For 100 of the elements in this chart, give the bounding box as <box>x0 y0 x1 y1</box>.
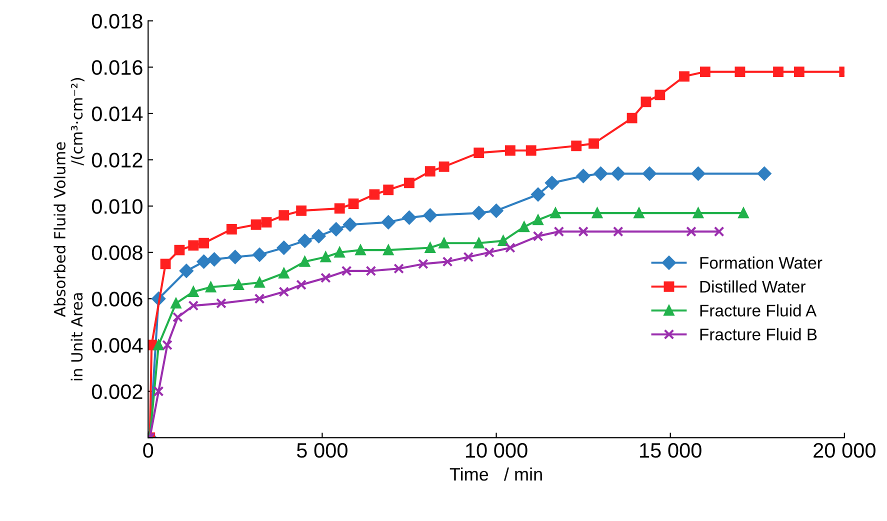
point <box>383 244 394 256</box>
point <box>498 236 508 246</box>
point <box>278 286 290 297</box>
point <box>402 210 416 225</box>
point <box>424 166 436 177</box>
point <box>794 66 804 77</box>
point <box>188 286 199 297</box>
point <box>320 272 331 284</box>
x-tick-label: 15 000 <box>640 443 702 458</box>
point <box>296 206 307 216</box>
legend-label: Formation Water <box>700 256 822 269</box>
point <box>654 90 666 100</box>
point <box>298 234 312 248</box>
point <box>612 226 624 237</box>
point <box>472 206 486 220</box>
point <box>366 266 376 276</box>
point <box>348 198 359 209</box>
point <box>252 248 266 262</box>
point <box>550 208 561 218</box>
point <box>381 215 396 230</box>
point <box>160 258 171 270</box>
point <box>576 169 590 183</box>
point <box>532 230 544 242</box>
x-axis-title: Time / min <box>450 467 542 481</box>
point <box>518 222 530 232</box>
point <box>233 280 244 290</box>
point <box>634 208 644 218</box>
y-tick-label: 0.014 <box>92 106 143 122</box>
point <box>196 254 211 269</box>
point <box>489 204 504 218</box>
point <box>312 229 326 244</box>
point <box>261 217 272 228</box>
point <box>571 140 582 152</box>
point <box>179 264 194 278</box>
y-tick-label: 0.012 <box>92 152 142 168</box>
point <box>578 226 589 237</box>
y-tick-label: 0.006 <box>92 292 142 306</box>
legend-label: Fracture Fluid A <box>700 304 817 317</box>
point <box>442 256 453 267</box>
point <box>394 263 404 274</box>
x-tick-label: 10 000 <box>466 443 528 458</box>
point <box>691 166 706 181</box>
point <box>686 226 696 237</box>
point <box>504 145 516 156</box>
point <box>341 266 352 276</box>
point <box>296 280 307 290</box>
point <box>640 96 652 108</box>
point <box>679 71 690 82</box>
point <box>278 210 290 221</box>
point <box>463 252 474 262</box>
point <box>188 240 199 251</box>
point <box>474 238 484 248</box>
point <box>188 300 199 311</box>
point <box>170 298 182 309</box>
point <box>588 138 599 149</box>
point <box>334 247 345 258</box>
point <box>250 219 262 230</box>
point <box>216 298 226 309</box>
legend-label: Distilled Water <box>700 280 806 293</box>
point <box>531 188 545 202</box>
point <box>343 218 357 232</box>
point <box>254 293 265 304</box>
point <box>626 112 638 124</box>
point <box>153 340 164 350</box>
point <box>592 208 602 218</box>
x-tick-label: 5 000 <box>296 443 348 458</box>
point <box>418 258 428 270</box>
point <box>692 208 704 218</box>
point <box>276 240 291 255</box>
point <box>334 203 345 214</box>
point <box>423 208 438 222</box>
point <box>355 244 366 256</box>
point <box>329 222 344 236</box>
point <box>369 189 380 200</box>
point <box>438 162 450 172</box>
point <box>424 242 436 253</box>
y-axis-title: Absorbed Fluid Volume in Unit Area /(cm³·cm⁻²) <box>54 78 84 380</box>
point <box>757 166 772 181</box>
point <box>162 340 172 350</box>
point <box>484 247 495 258</box>
point <box>438 238 450 248</box>
y-tick-label: 0.018 <box>92 14 142 29</box>
point <box>207 252 222 266</box>
point <box>172 312 183 322</box>
point <box>474 148 484 158</box>
legend-label: Fracture Fluid B <box>700 328 817 340</box>
point <box>773 66 784 77</box>
point <box>611 166 626 181</box>
point <box>174 244 185 256</box>
point <box>700 66 710 77</box>
point <box>642 166 656 181</box>
point <box>545 176 559 190</box>
point <box>714 226 724 237</box>
point <box>228 250 242 264</box>
point <box>320 252 331 262</box>
point <box>404 178 414 188</box>
point <box>504 242 516 253</box>
point <box>526 145 536 156</box>
x-tick-label: 20 000 <box>814 443 876 458</box>
point <box>532 214 544 226</box>
